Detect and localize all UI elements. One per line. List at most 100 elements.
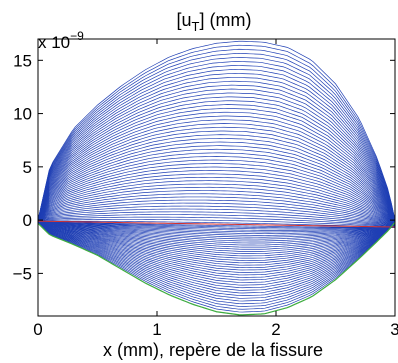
upper-curve-8 (38, 202, 395, 228)
lower-curve-2 (38, 221, 395, 229)
upper-curve-31 (38, 123, 395, 224)
x-tick-label-1: 1 (152, 320, 161, 339)
upper-curve-41 (38, 84, 395, 223)
lower-curve-14 (38, 221, 395, 250)
upper-curve-21 (38, 159, 395, 226)
upper-curve-29 (38, 130, 395, 224)
upper-curve-25 (38, 145, 395, 225)
upper-curve-52 (38, 40, 395, 221)
upper-curve-5 (38, 211, 395, 228)
upper-curve-22 (38, 156, 395, 226)
lower-curve-5 (38, 221, 395, 233)
upper-curve-2 (38, 219, 395, 228)
upper-curve-48 (38, 57, 395, 221)
lower-curve-18 (38, 221, 395, 259)
lower-curve-27 (38, 222, 395, 281)
plot-area: 0 1 2 3 −5 0 5 10 15 (13, 38, 398, 339)
upper-curve-9 (38, 199, 395, 227)
upper-curve-50 (38, 48, 395, 221)
upper-curve-19 (38, 166, 395, 226)
lower-curve-9 (38, 221, 395, 240)
upper-curve-24 (38, 148, 395, 225)
upper-curve-6 (38, 208, 395, 228)
lower-curve-33 (38, 222, 395, 297)
upper-curve-20 (38, 163, 395, 226)
lower-curve-19 (38, 222, 395, 261)
lower-curve-6 (38, 221, 395, 235)
lower-curve-8 (38, 221, 395, 238)
upper-curve-43 (38, 76, 395, 222)
chart-title: [uT] (mm) (177, 10, 252, 34)
upper-curve-4 (38, 214, 395, 228)
lower-curve-13 (38, 221, 395, 248)
lower-curve-28 (38, 222, 395, 283)
upper-curve-7 (38, 205, 395, 228)
upper-curve-32 (38, 119, 395, 224)
green-envelope-curve (38, 221, 395, 316)
chart-title-main: [u (177, 10, 192, 30)
lower-curve-37 (38, 222, 395, 307)
chart-title-subscript: T (192, 19, 200, 34)
upper-curve-14 (38, 183, 395, 227)
upper-curve-34 (38, 111, 395, 224)
lower-curve-12 (38, 221, 395, 246)
upper-curve-10 (38, 196, 395, 227)
curve-family (38, 40, 395, 316)
upper-curve-49 (38, 52, 395, 221)
upper-curve-11 (38, 193, 395, 227)
upper-curve-26 (38, 141, 395, 225)
x-tick-label-3: 3 (390, 320, 398, 339)
y-tick-label-0: −5 (13, 264, 32, 283)
upper-curve-36 (38, 104, 395, 223)
axis-ticks: 0 1 2 3 −5 0 5 10 15 (13, 39, 398, 339)
lower-curve-32 (38, 222, 395, 294)
lower-curve-22 (38, 222, 395, 268)
y-axis-multiplier-base: x 10 (38, 33, 70, 52)
upper-curve-13 (38, 186, 395, 227)
lower-curve-26 (38, 222, 395, 278)
lower-curve-25 (38, 222, 395, 276)
upper-curve-51 (38, 44, 395, 221)
upper-curve-28 (38, 134, 395, 225)
lower-curve-34 (38, 222, 395, 299)
lower-curve-3 (38, 221, 395, 230)
upper-curve-1 (38, 220, 395, 228)
lower-curve-36 (38, 222, 395, 305)
lower-curve-29 (38, 222, 395, 286)
upper-curve-46 (38, 64, 395, 222)
upper-curve-16 (38, 176, 395, 226)
y-tick-label-2: 5 (23, 158, 32, 177)
x-tick-label-2: 2 (271, 320, 280, 339)
upper-curve-30 (38, 126, 395, 224)
x-axis-label: x (mm), repère de la fissure (103, 340, 323, 360)
upper-curve-15 (38, 180, 395, 227)
upper-curve-27 (38, 137, 395, 225)
lower-curve-23 (38, 222, 395, 271)
upper-curve-42 (38, 80, 395, 222)
lower-curve-21 (38, 222, 395, 266)
upper-curve-44 (38, 72, 395, 222)
upper-curve-40 (38, 88, 395, 223)
upper-curve-45 (38, 68, 395, 222)
upper-curve-38 (38, 96, 395, 223)
lower-curve-15 (38, 221, 395, 252)
lower-curve-39 (38, 222, 395, 313)
lower-curve-16 (38, 221, 395, 254)
upper-curve-12 (38, 190, 395, 227)
lower-curve-20 (38, 222, 395, 264)
lower-curve-1 (38, 221, 395, 228)
red-curve (38, 220, 395, 228)
upper-curve-33 (38, 115, 395, 224)
y-axis-multiplier-exponent: −9 (70, 29, 84, 43)
upper-curve-47 (38, 61, 395, 222)
y-tick-label-3: 10 (13, 105, 32, 124)
y-tick-label-1: 0 (23, 211, 32, 230)
upper-curve-3 (38, 216, 395, 228)
lower-curve-31 (38, 222, 395, 291)
upper-curve-23 (38, 152, 395, 225)
lower-curve-30 (38, 222, 395, 289)
lower-curve-38 (38, 222, 395, 310)
upper-curve-39 (38, 92, 395, 223)
lower-curve-17 (38, 221, 395, 257)
